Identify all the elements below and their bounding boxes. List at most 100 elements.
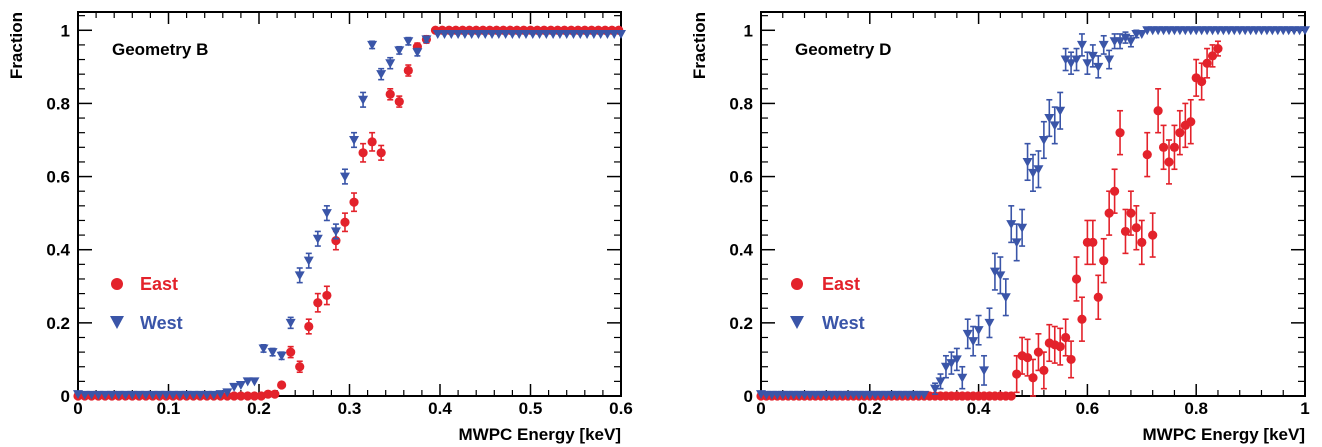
data-point (473, 29, 484, 39)
plot-frame (77, 11, 622, 397)
data-point (1055, 106, 1066, 116)
data-point (1125, 37, 1136, 47)
data-point (376, 70, 387, 80)
data-point (277, 380, 287, 390)
data-point (541, 29, 552, 39)
data-point (446, 29, 457, 39)
legend: East West (110, 274, 183, 333)
data-point (466, 29, 477, 39)
data-point (295, 362, 305, 372)
data-point (1006, 220, 1017, 230)
data-point (100, 390, 111, 400)
data-point (403, 37, 414, 47)
data-point (1202, 58, 1212, 68)
y-tick-label: 1 (61, 21, 70, 40)
data-point (1066, 354, 1076, 365)
legend-east-marker (111, 278, 123, 290)
data-point (1066, 59, 1077, 69)
y-tick-label: 0.8 (729, 94, 753, 113)
data-point (134, 390, 145, 400)
data-point (995, 271, 1006, 281)
data-point (1006, 391, 1016, 401)
panel-title: Geometry D (795, 40, 891, 59)
data-point (339, 172, 350, 182)
data-point (236, 391, 246, 401)
data-point (1011, 238, 1022, 248)
data-point (286, 347, 296, 357)
data-point (1087, 51, 1098, 61)
y-tick-label: 0.6 (729, 168, 753, 187)
y-tick-label: 0 (61, 387, 70, 406)
data-point (575, 29, 586, 39)
data-point (1136, 29, 1147, 39)
data-point (161, 390, 172, 400)
data-point (1207, 51, 1218, 61)
data-point (229, 382, 240, 392)
data-point (376, 148, 386, 158)
tick-marks (760, 12, 1306, 397)
data-point (935, 377, 946, 387)
y-axis-label: Fraction (7, 12, 26, 79)
data-point (349, 136, 360, 145)
data-point (1186, 117, 1196, 127)
data-point (984, 318, 995, 328)
data-point (968, 337, 979, 347)
y-tick-labels: 0 0.2 0.4 0.6 0.8 1 (46, 21, 70, 406)
data-point (358, 95, 369, 105)
x-tick-labels: 0 0.1 0.2 0.3 0.4 0.5 0.6 (73, 399, 633, 418)
data-point (616, 29, 626, 39)
series-east (73, 25, 624, 401)
x-axis-label: MWPC Energy [keV] (459, 425, 621, 444)
data-point (940, 362, 951, 372)
data-point (609, 29, 620, 39)
data-point (582, 29, 593, 39)
data-point (946, 359, 957, 369)
data-point (930, 384, 941, 394)
panel-geometry-b: 0 0.1 0.2 0.3 0.4 0.5 0.6 0 0.2 0.4 0.6 0.8 1 Geome… (7, 11, 633, 444)
data-point (480, 29, 491, 39)
data-point (321, 209, 332, 219)
data-point (527, 29, 538, 39)
y-tick-label: 0.2 (729, 314, 753, 333)
legend-west-marker (110, 316, 124, 329)
data-point (258, 344, 269, 354)
data-point (188, 390, 199, 400)
data-markers (73, 25, 626, 401)
data-point (459, 29, 470, 39)
data-point (312, 234, 323, 244)
data-point (1137, 237, 1147, 247)
y-tick-label: 1 (744, 21, 753, 40)
panel-title: Geometry B (112, 40, 208, 59)
y-tick-label: 0.4 (46, 241, 70, 260)
tick-marks (77, 12, 622, 397)
data-point (285, 318, 296, 328)
data-point (561, 29, 572, 39)
x-tick-label: 0.2 (858, 399, 882, 418)
data-point (349, 197, 359, 207)
x-tick-label: 0.5 (519, 399, 543, 418)
data-point (1076, 40, 1087, 50)
data-point (602, 29, 613, 39)
x-tick-label: 0 (73, 399, 82, 418)
data-point (385, 89, 395, 99)
data-point (432, 29, 443, 39)
series-west (73, 29, 626, 400)
data-point (1300, 26, 1310, 36)
y-tick-label: 0.8 (46, 94, 70, 113)
data-point (79, 390, 90, 400)
data-point (367, 137, 377, 147)
data-point (548, 29, 559, 39)
data-point (322, 290, 332, 301)
data-point (249, 377, 260, 387)
data-point (1028, 373, 1038, 383)
y-tick-label: 0.6 (46, 168, 70, 187)
data-point (1169, 142, 1180, 152)
data-point (1158, 142, 1169, 152)
data-point (1022, 157, 1033, 167)
data-point (394, 97, 404, 107)
data-point (235, 381, 246, 391)
x-tick-label: 0.1 (157, 399, 181, 418)
legend-east-label: East (140, 274, 178, 294)
data-point (168, 390, 179, 400)
